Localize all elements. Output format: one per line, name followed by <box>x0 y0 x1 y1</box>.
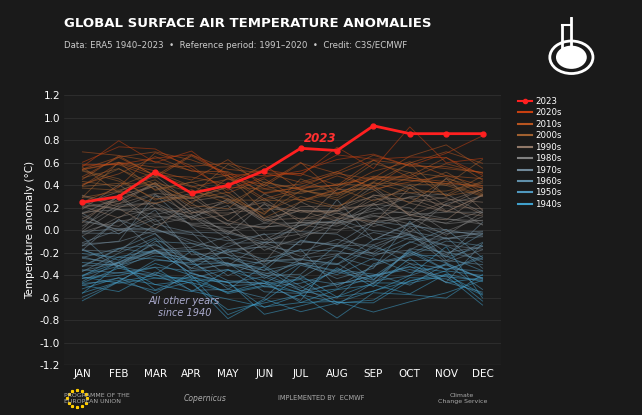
Y-axis label: Temperature anomaly (°C): Temperature anomaly (°C) <box>26 161 35 299</box>
Text: Copernicus: Copernicus <box>184 394 227 403</box>
Text: Data: ERA5 1940–2023  •  Reference period: 1991–2020  •  Credit: C3S/ECMWF: Data: ERA5 1940–2023 • Reference period:… <box>64 42 408 51</box>
Legend: 2023, 2020s, 2010s, 2000s, 1990s, 1980s, 1970s, 1960s, 1950s, 1940s: 2023, 2020s, 2010s, 2000s, 1990s, 1980s,… <box>518 97 562 209</box>
Text: PROGRAMME OF THE
EUROPEAN UNION: PROGRAMME OF THE EUROPEAN UNION <box>64 393 130 404</box>
Text: 2023: 2023 <box>304 132 337 144</box>
Text: All other years
since 1940: All other years since 1940 <box>149 296 220 317</box>
Circle shape <box>556 46 587 69</box>
Text: GLOBAL SURFACE AIR TEMPERATURE ANOMALIES: GLOBAL SURFACE AIR TEMPERATURE ANOMALIES <box>64 17 431 29</box>
Text: IMPLEMENTED BY  ECMWF: IMPLEMENTED BY ECMWF <box>278 395 364 401</box>
Text: Climate
Change Service: Climate Change Service <box>438 393 487 404</box>
